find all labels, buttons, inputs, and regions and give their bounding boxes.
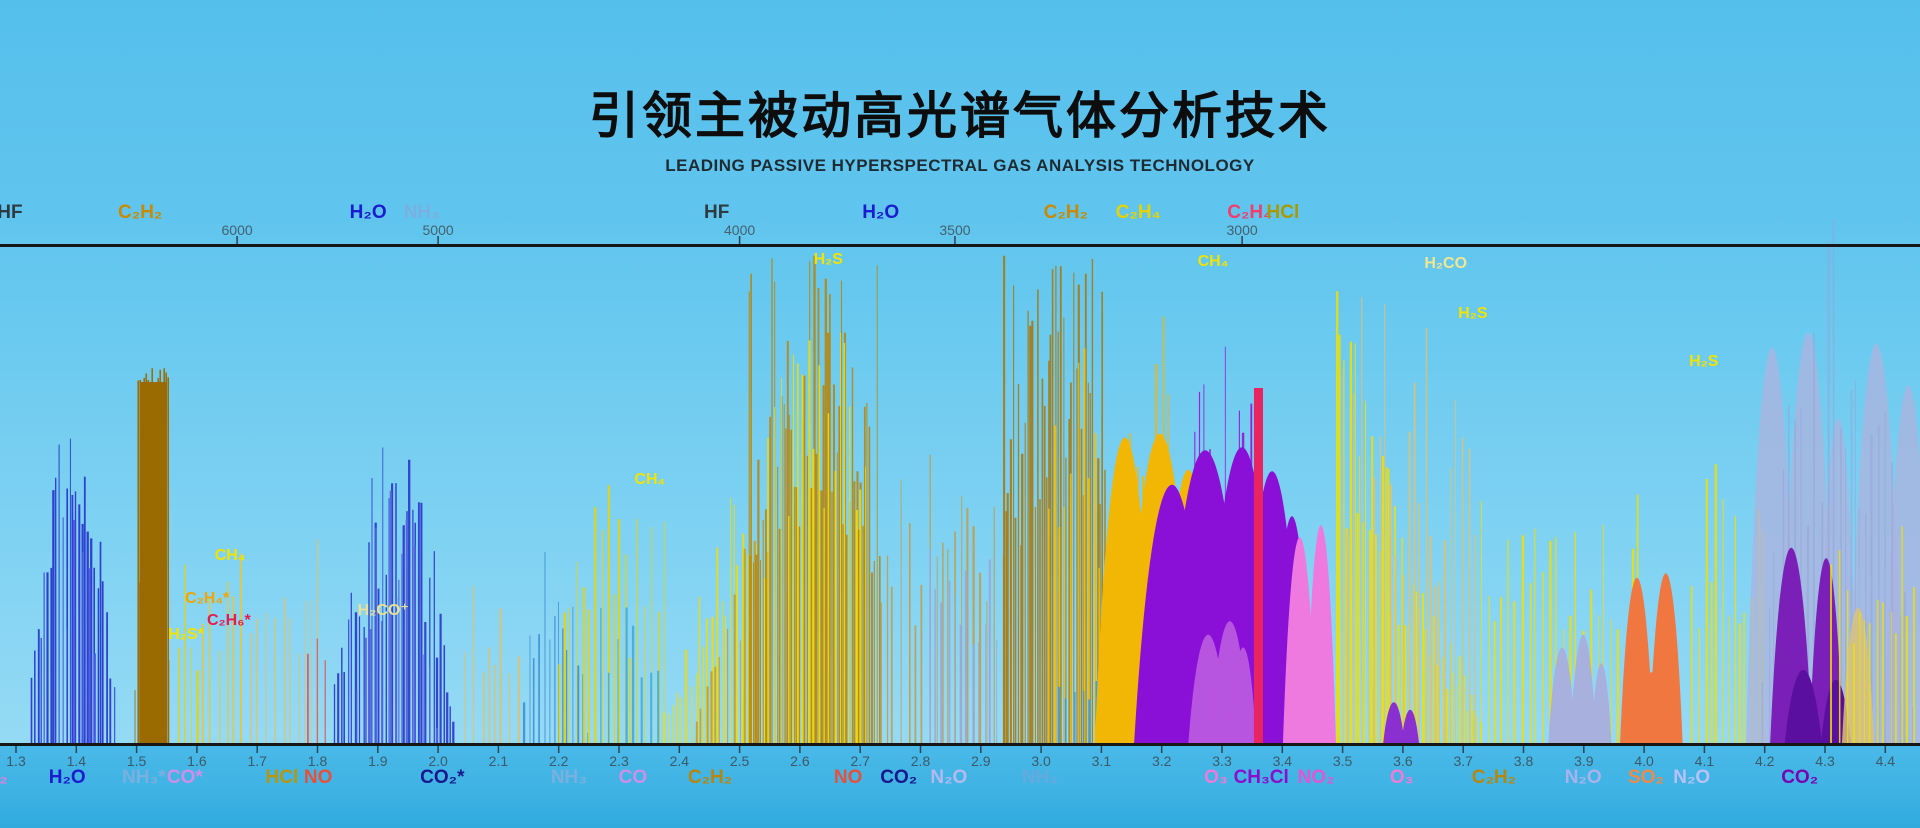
bottom-axis-tick-label: 3.0 xyxy=(1031,753,1051,769)
top-gas-label: C₂H₄ xyxy=(1115,202,1161,223)
top-axis-line xyxy=(0,244,1920,247)
spectral-band-envelope xyxy=(1401,709,1420,745)
top-axis-tick-label: 3000 xyxy=(1226,222,1258,238)
bottom-axis-tick-label: 3.5 xyxy=(1332,753,1353,769)
bottom-axis-tick-label: 3.2 xyxy=(1151,753,1172,769)
top-gas-label: HF xyxy=(0,202,23,223)
bottom-gas-label: N₂O xyxy=(1564,767,1602,788)
bottom-axis-tick-label: 1.8 xyxy=(307,753,328,769)
bottom-axis-tick-label: 2.1 xyxy=(488,753,509,769)
inline-gas-label: CH₄ xyxy=(214,547,246,564)
inline-gas-label: H₂CO xyxy=(1424,255,1468,272)
bottom-axis-tick-label: 1.5 xyxy=(126,753,147,769)
bottom-axis-tick-label: 4.2 xyxy=(1754,753,1775,769)
bottom-axis-tick-label: 2.3 xyxy=(609,753,629,769)
top-gas-label: HF xyxy=(704,202,730,223)
bottom-axis-tick-label: 1.3 xyxy=(6,753,26,769)
bottom-axis-tick-label: 3.8 xyxy=(1513,753,1534,769)
top-gas-label: NH₃ xyxy=(403,202,440,223)
bottom-axis-tick-label: 2.0 xyxy=(428,753,448,769)
top-gas-label: C₂H₂ xyxy=(118,202,163,223)
inline-gas-label: C₂H₆* xyxy=(206,612,251,629)
bottom-axis-tick-label: 3.3 xyxy=(1212,753,1232,769)
bottom-axis-tick-label: 3.6 xyxy=(1393,753,1413,769)
bottom-axis-tick-label: 4.1 xyxy=(1694,753,1715,769)
inline-gas-label: H₂S xyxy=(1689,353,1719,370)
page-subtitle: LEADING PASSIVE HYPERSPECTRAL GAS ANALYS… xyxy=(665,156,1255,175)
bottom-axis-tick-label: 4.0 xyxy=(1634,753,1654,769)
bottom-gas-label: CO₂ xyxy=(1781,767,1819,788)
bottom-gas-label: NO xyxy=(833,767,863,788)
inline-gas-label: CH₄ xyxy=(1197,253,1229,270)
top-gas-label: H₂O xyxy=(349,202,387,223)
bottom-gas-label: NH₃ xyxy=(550,767,588,788)
bottom-axis-tick-label: 2.4 xyxy=(669,753,690,769)
bottom-axis-line xyxy=(0,743,1920,746)
top-axis-tick-label: 6000 xyxy=(221,222,253,238)
top-gas-label: H₂O xyxy=(862,202,900,223)
bottom-axis-tick-label: 1.6 xyxy=(187,753,207,769)
spectral-band-envelope xyxy=(1383,702,1405,745)
bottom-axis-tick-label: 1.7 xyxy=(247,753,267,769)
bottom-gas-label: NH₃ xyxy=(1021,767,1059,788)
bottom-gas-label: O₃ xyxy=(1389,767,1414,788)
bottom-gas-label: N₂O xyxy=(930,767,968,788)
bottom-gas-label: O₂ xyxy=(0,767,8,788)
top-axis-tick-label: 4000 xyxy=(724,222,756,238)
bottom-gas-label: N₂O xyxy=(1673,767,1711,788)
bottom-axis-tick-label: 2.9 xyxy=(971,753,991,769)
bottom-axis-tick-label: 3.7 xyxy=(1453,753,1473,769)
spectral-band-envelope xyxy=(1841,607,1875,745)
bottom-axis-tick-label: 2.7 xyxy=(850,753,870,769)
spectral-band-envelope xyxy=(1784,670,1822,745)
bottom-gas-label: O₃ xyxy=(1204,767,1228,788)
bottom-gas-label: NH₃* xyxy=(122,767,166,788)
bottom-gas-label: HCl xyxy=(265,767,299,788)
bottom-gas-label: NO₂ xyxy=(1297,767,1335,788)
spectral-band-envelope xyxy=(1305,525,1336,745)
inline-gas-label: H₂S* xyxy=(168,626,204,643)
top-gas-label: HCl xyxy=(1266,202,1300,223)
bottom-gas-label: C₂H₂ xyxy=(1471,767,1517,788)
bottom-axis-tick-label: 2.6 xyxy=(790,753,810,769)
inline-gas-label: H₂S xyxy=(813,251,843,268)
spectral-band-envelope xyxy=(1229,647,1257,745)
bottom-gas-label: SO₂ xyxy=(1627,767,1664,788)
bottom-axis-tick-label: 1.4 xyxy=(66,753,87,769)
bottom-gas-label: CO xyxy=(618,767,648,788)
bottom-gas-label: H₂O xyxy=(48,767,86,788)
bottom-axis-tick-label: 3.1 xyxy=(1091,753,1112,769)
bottom-gas-label: C₂H₂ xyxy=(687,767,733,788)
bottom-axis-tick-label: 3.9 xyxy=(1574,753,1594,769)
spectral-band-envelope xyxy=(1591,663,1612,745)
inline-gas-label: H₂S xyxy=(1458,305,1488,322)
bottom-axis-tick-label: 4.4 xyxy=(1875,753,1896,769)
bottom-gas-label: CH₃Cl xyxy=(1233,767,1289,788)
spectral-band-envelope xyxy=(1548,647,1576,745)
bottom-axis-tick-label: 2.2 xyxy=(548,753,569,769)
bottom-axis-tick-label: 4.3 xyxy=(1815,753,1835,769)
bottom-axis-tick-label: 2.5 xyxy=(729,753,750,769)
top-gas-label: C₂H₄ xyxy=(1227,202,1273,223)
bottom-gas-label: CO₂ xyxy=(880,767,918,788)
page-title: 引领主被动高光谱气体分析技术 xyxy=(589,88,1331,144)
bottom-gas-label: NO xyxy=(303,767,333,788)
bottom-axis-tick-label: 3.4 xyxy=(1272,753,1293,769)
bottom-axis-tick-label: 1.9 xyxy=(368,753,388,769)
top-gas-label: C₂H₂ xyxy=(1043,202,1088,223)
inline-gas-label: CH₄ xyxy=(634,471,666,488)
top-axis-tick-label: 3500 xyxy=(939,222,971,238)
spectral-band-envelope xyxy=(1569,634,1597,745)
inline-gas-label: H₂CO⁺ xyxy=(357,602,409,619)
top-axis-tick-label: 5000 xyxy=(422,222,454,238)
spectral-band-envelope xyxy=(1648,573,1683,745)
bottom-gas-label: CO₂* xyxy=(420,767,465,788)
bottom-gas-label: CO* xyxy=(166,767,203,788)
inline-gas-label: C₂H₄* xyxy=(185,590,230,607)
bottom-axis-tick-label: 2.8 xyxy=(910,753,931,769)
spectral-stripe xyxy=(1253,388,1264,745)
